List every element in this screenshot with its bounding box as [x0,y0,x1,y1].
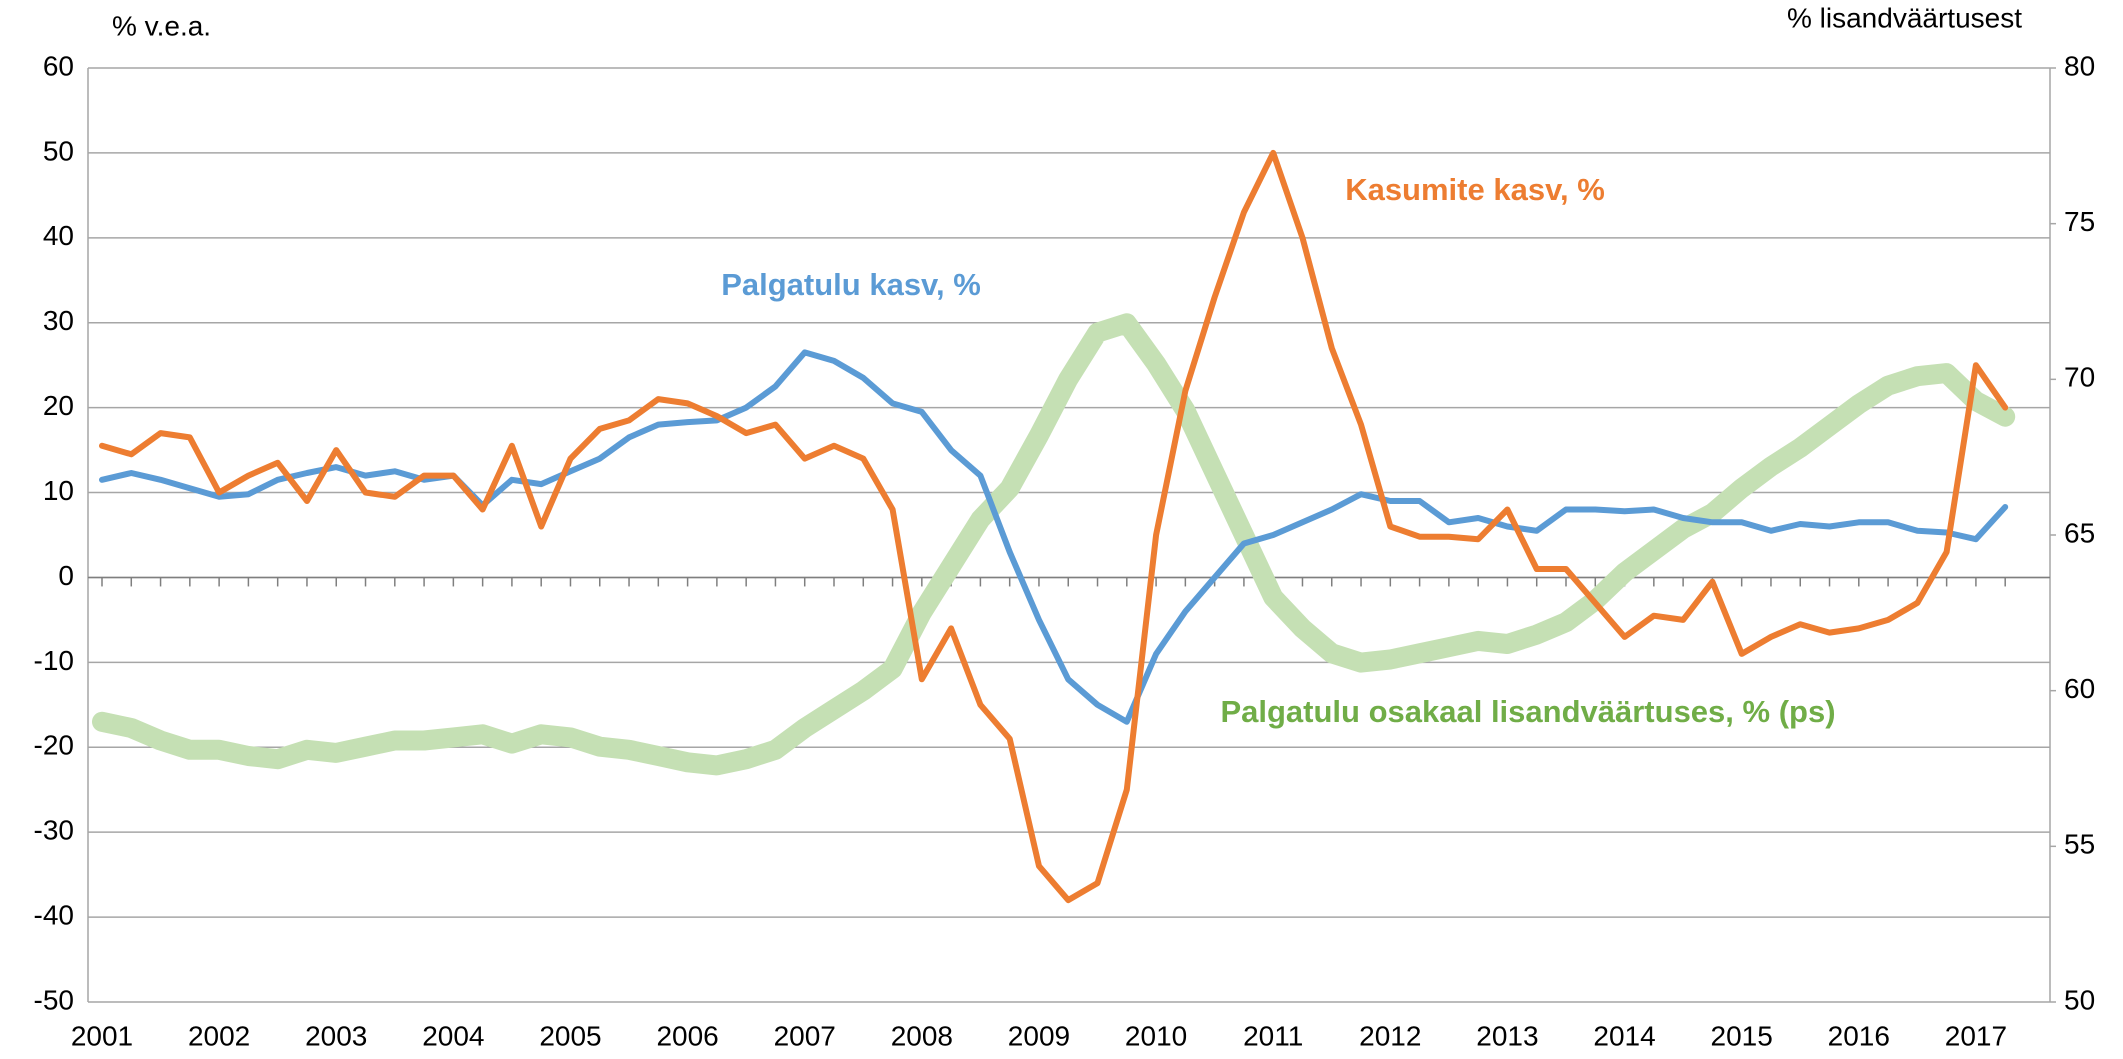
x-tick-label: 2011 [1243,1020,1303,1051]
y-axis-label: % v.e.a. [112,10,211,41]
x-tick-label: 2014 [1593,1020,1655,1051]
x-tick-label: 2005 [539,1020,601,1051]
y-tick-label: 20 [43,390,74,421]
y-tick-label: -10 [34,645,74,676]
y-tick-label: -20 [34,730,74,761]
x-tick-label: 2008 [891,1020,953,1051]
y2-tick-label: 50 [2064,984,2095,1015]
x-tick-label: 2001 [71,1020,133,1051]
y2-tick-label: 65 [2064,517,2095,548]
y-tick-label: 50 [43,135,74,166]
y-tick-label: -30 [34,815,74,846]
x-tick-label: 2016 [1828,1020,1890,1051]
x-tick-label: 2010 [1125,1020,1187,1051]
y2-tick-label: 70 [2064,362,2095,393]
y2-tick-label: 80 [2064,50,2095,81]
x-tick-label: 2013 [1476,1020,1538,1051]
x-tick-label: 2002 [188,1020,250,1051]
series-label: Palgatulu osakaal lisandväärtuses, % (ps… [1220,694,1835,729]
y2-tick-label: 75 [2064,206,2095,237]
x-tick-label: 2012 [1359,1020,1421,1051]
x-tick-label: 2015 [1711,1020,1773,1051]
x-tick-label: 2003 [305,1020,367,1051]
x-tick-label: 2004 [422,1020,484,1051]
x-tick-label: 2017 [1945,1020,2007,1051]
y-tick-label: -50 [34,984,74,1015]
series-line [92,313,2016,776]
x-tick-label: 2009 [1008,1020,1070,1051]
y2-tick-label: 60 [2064,673,2095,704]
y-tick-label: 60 [43,50,74,81]
y2-tick-label: 55 [2064,829,2095,860]
y-tick-label: 10 [43,475,74,506]
series-line [99,149,2009,904]
x-tick-label: 2007 [774,1020,836,1051]
series-label: Palgatulu kasv, % [721,267,981,302]
y-tick-label: -40 [34,899,74,930]
x-tick-label: 2006 [656,1020,718,1051]
series-label: Kasumite kasv, % [1345,172,1605,207]
y-tick-label: 30 [43,305,74,336]
y2-axis-label: % lisandväärtusest [1787,2,2022,33]
y-tick-label: 0 [58,560,74,591]
y-tick-label: 40 [43,220,74,251]
